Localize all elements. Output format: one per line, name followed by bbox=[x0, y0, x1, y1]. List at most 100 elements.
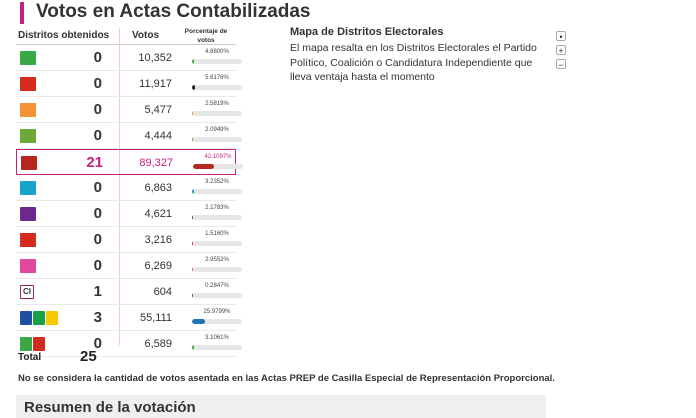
party-logo-icon bbox=[20, 233, 36, 247]
map-reset-button[interactable]: • bbox=[556, 31, 566, 42]
percentage-bar-track bbox=[192, 137, 242, 142]
vote-count: 604 bbox=[153, 286, 172, 298]
party-logo-icon bbox=[20, 129, 36, 143]
vote-percentage: 25.9799% bbox=[192, 309, 242, 324]
percentage-bar-fill bbox=[192, 241, 194, 246]
percentage-label: 3.2352% bbox=[205, 179, 229, 185]
table-row[interactable]: 0 6,863 3.2352% bbox=[16, 175, 242, 201]
party-logo-icon bbox=[21, 156, 37, 170]
summary-title: Resumen de la votación bbox=[24, 399, 196, 416]
percentage-bar-track bbox=[192, 189, 242, 194]
districts-won: 3 bbox=[93, 309, 102, 326]
percentage-bar-fill bbox=[192, 319, 205, 324]
map-title: Mapa de Distritos Electorales bbox=[290, 26, 444, 38]
party-logo-icon bbox=[20, 77, 36, 91]
vote-count: 3,216 bbox=[144, 234, 172, 246]
vote-count: 6,863 bbox=[144, 182, 172, 194]
table-row[interactable]: 0 5,477 2.5819% bbox=[16, 97, 242, 123]
percentage-bar-track bbox=[192, 319, 242, 324]
percentage-bar-fill bbox=[192, 59, 195, 64]
summary-section-header[interactable]: Resumen de la votación bbox=[16, 395, 546, 418]
districts-won: 0 bbox=[93, 205, 102, 222]
districts-won: 0 bbox=[93, 75, 102, 92]
percentage-bar-track bbox=[192, 345, 242, 350]
percentage-bar-fill bbox=[192, 267, 194, 272]
districts-won: 0 bbox=[93, 179, 102, 196]
table-row[interactable]: 0 3,216 1.5160% bbox=[16, 227, 242, 253]
districts-won: 0 bbox=[93, 231, 102, 248]
map-zoom-in-button[interactable]: + bbox=[556, 45, 566, 56]
vote-count: 89,327 bbox=[139, 157, 173, 169]
table-row[interactable]: 21 89,327 42.1097% bbox=[16, 149, 243, 175]
party-logo-icon bbox=[20, 51, 36, 65]
row-divider bbox=[16, 96, 236, 97]
table-row[interactable]: 0 6,589 3.1061% bbox=[16, 331, 242, 357]
vote-percentage: 42.1097% bbox=[193, 154, 243, 169]
percentage-bar-track bbox=[192, 241, 242, 246]
percentage-label: 42.1097% bbox=[204, 154, 232, 160]
percentage-bar-fill bbox=[192, 345, 194, 350]
map-zoom-out-button[interactable]: − bbox=[556, 59, 566, 70]
percentage-label: 25.9799% bbox=[203, 309, 231, 315]
vote-count: 6,589 bbox=[144, 338, 172, 350]
party-logo-icon: CI bbox=[20, 285, 34, 299]
districts-column-header: Distritos obtenidos bbox=[18, 30, 110, 41]
districts-won: 0 bbox=[93, 49, 102, 66]
percentage-bar-track bbox=[192, 59, 242, 64]
vote-percentage: 2.1783% bbox=[192, 205, 242, 220]
vote-percentage: 4.8800% bbox=[192, 49, 242, 64]
percentage-bar-fill bbox=[192, 111, 194, 116]
percentage-label: 2.1783% bbox=[205, 205, 229, 211]
vote-percentage: 2.0949% bbox=[192, 127, 242, 142]
vote-count: 5,477 bbox=[144, 104, 172, 116]
table-row[interactable]: 0 10,352 4.8800% bbox=[16, 45, 242, 71]
row-divider bbox=[16, 278, 236, 279]
votes-column-header: Votos bbox=[132, 30, 160, 41]
title-accent-bar bbox=[20, 2, 24, 24]
table-row[interactable]: CI 1 604 0.2847% bbox=[16, 279, 242, 305]
vote-percentage: 1.5160% bbox=[192, 231, 242, 246]
row-divider bbox=[16, 304, 236, 305]
row-divider bbox=[16, 148, 236, 149]
page-title: Votos en Actas Contabilizadas bbox=[36, 1, 311, 22]
districts-won: 0 bbox=[93, 101, 102, 118]
vote-percentage: 2.5819% bbox=[192, 101, 242, 116]
vote-percentage: 5.6178% bbox=[192, 75, 242, 90]
total-value: 25 bbox=[80, 348, 97, 365]
percentage-bar-fill bbox=[192, 189, 194, 194]
vote-count: 4,444 bbox=[144, 130, 172, 142]
party-logo-icon bbox=[20, 181, 36, 195]
vote-count: 6,269 bbox=[144, 260, 172, 272]
row-divider bbox=[16, 330, 236, 331]
districts-won: 0 bbox=[93, 127, 102, 144]
percentage-bar-track bbox=[193, 164, 243, 169]
row-divider bbox=[16, 200, 236, 201]
footnote: No se considera la cantidad de votos ase… bbox=[18, 373, 555, 384]
vote-count: 4,621 bbox=[144, 208, 172, 220]
percentage-bar-fill bbox=[192, 215, 194, 220]
vote-count: 55,111 bbox=[139, 312, 172, 324]
percentage-label: 3.1061% bbox=[205, 335, 229, 341]
table-row[interactable]: 0 4,444 2.0949% bbox=[16, 123, 242, 149]
total-label: Total bbox=[18, 352, 42, 363]
party-logo-icon bbox=[20, 207, 36, 221]
vote-count: 11,917 bbox=[139, 78, 172, 90]
table-row[interactable]: 0 4,621 2.1783% bbox=[16, 201, 242, 227]
party-logo-icon bbox=[20, 311, 58, 325]
table-row[interactable]: 0 6,269 2.9552% bbox=[16, 253, 242, 279]
vote-percentage: 2.9552% bbox=[192, 257, 242, 272]
vote-count: 10,352 bbox=[138, 52, 172, 64]
percentage-label: 2.0949% bbox=[205, 127, 229, 133]
percentage-bar-fill bbox=[192, 137, 194, 142]
percentage-label: 2.5819% bbox=[205, 101, 229, 107]
table-row[interactable]: 3 55,111 25.9799% bbox=[16, 305, 242, 331]
percentage-label: 2.9552% bbox=[205, 257, 229, 263]
percentage-bar-track bbox=[192, 293, 242, 298]
vote-percentage: 3.1061% bbox=[192, 335, 242, 350]
party-logo-icon bbox=[20, 259, 36, 273]
table-row[interactable]: 0 11,917 5.6178% bbox=[16, 71, 242, 97]
districts-won: 1 bbox=[93, 283, 102, 300]
percentage-bar-track bbox=[192, 111, 242, 116]
vote-percentage: 3.2352% bbox=[192, 179, 242, 194]
row-divider bbox=[16, 356, 236, 357]
